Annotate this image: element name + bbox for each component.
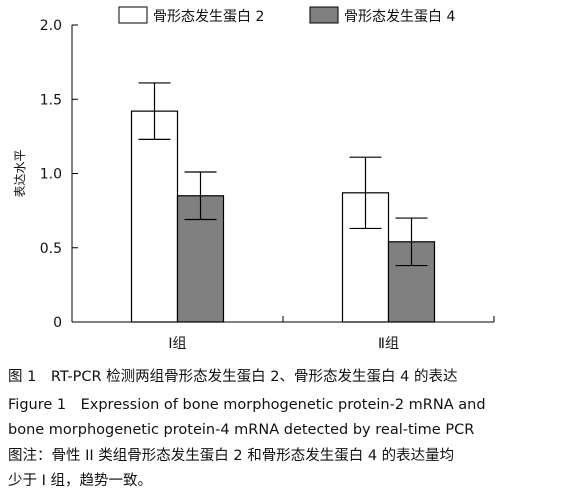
- x-tick-label: Ⅱ组: [378, 336, 399, 352]
- figure-caption-en-line1: Figure 1 Expression of bone morphogeneti…: [8, 397, 486, 413]
- figure-note-line2: 少于 I 组，趋势一致。: [8, 473, 152, 489]
- x-tick-label: Ⅰ组: [168, 336, 186, 352]
- legend-swatch: [309, 6, 339, 24]
- y-tick-label: 1.0: [40, 167, 62, 183]
- legend-label: 骨形态发生蛋白 4: [344, 9, 455, 25]
- y-tick-label: 0.5: [40, 241, 62, 257]
- figure-caption-cn: 图 1 RT-PCR 检测两组骨形态发生蛋白 2、骨形态发生蛋白 4 的表达: [8, 369, 458, 385]
- y-tick-label: 0: [53, 315, 62, 331]
- y-tick-label: 2.0: [40, 18, 62, 34]
- y-axis-label: 表达水平: [13, 149, 27, 197]
- legend-swatch: [118, 6, 148, 24]
- bar-chart: 0 0.5 1.0 1.5 2.0 表达水平 Ⅰ组 Ⅱ组 骨形态发生蛋白 2 骨形态发生蛋白 4: [13, 6, 495, 352]
- figure-caption-en-line2: bone morphogenetic protein-4 mRNA detect…: [8, 422, 475, 438]
- y-tick-label: 1.5: [40, 92, 62, 108]
- bar: [130, 110, 179, 323]
- figure-note-line1: 图注：骨性 II 类组骨形态发生蛋白 2 和骨形态发生蛋白 4 的表达量均: [8, 448, 455, 464]
- legend-label: 骨形态发生蛋白 2: [153, 9, 264, 25]
